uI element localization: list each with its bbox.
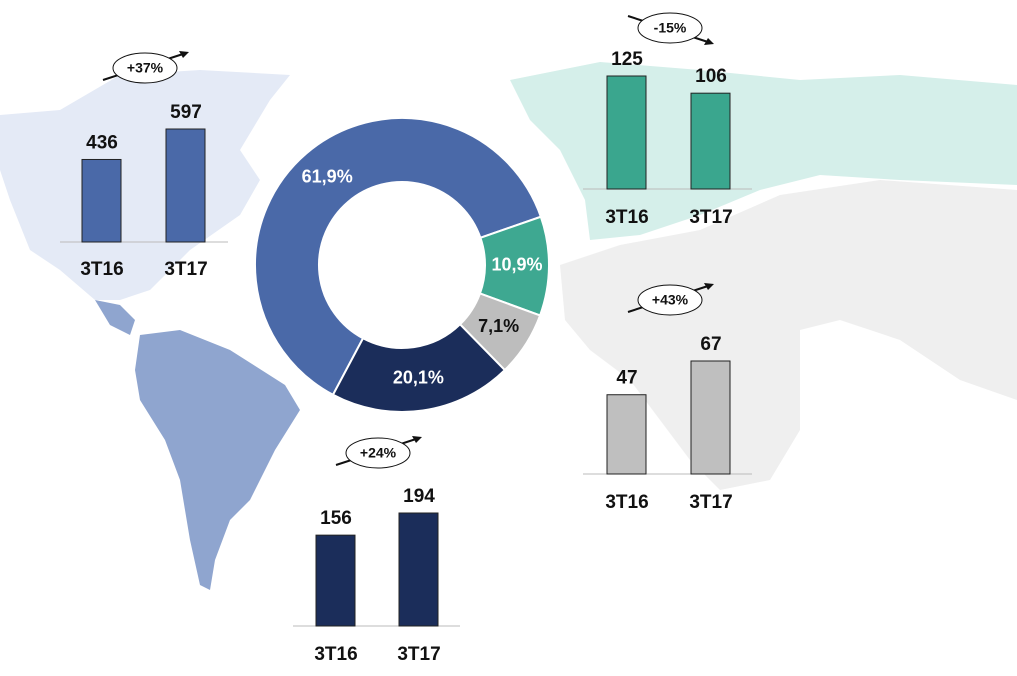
donut-label: 7,1% [478, 316, 519, 336]
x-tick-label: 3T17 [689, 492, 732, 513]
donut-label: 61,9% [302, 166, 353, 186]
annotation: -15% [654, 20, 687, 36]
bar [398, 512, 439, 627]
south-america [135, 330, 300, 590]
annotation: +43% [652, 292, 689, 308]
trend-arrow-head [704, 38, 714, 45]
bar [606, 394, 647, 475]
trend-arrow-head [179, 51, 189, 58]
bar-value-label: 597 [170, 102, 202, 123]
bar-value-label: 156 [320, 508, 352, 529]
x-tick-label: 3T16 [80, 259, 123, 280]
annotation-bubble [637, 284, 703, 316]
bar-value-label: 67 [700, 334, 721, 355]
x-tick-label: 3T17 [164, 259, 207, 280]
donut-label: 20,1% [393, 368, 444, 388]
africa-asia [560, 180, 1017, 490]
annotation: +24% [360, 445, 397, 461]
x-tick-label: 3T16 [605, 207, 648, 228]
north-america [0, 70, 290, 300]
x-tick-label: 3T16 [605, 492, 648, 513]
annotation: +37% [127, 60, 164, 76]
bar [606, 75, 647, 190]
bar-value-label: 125 [611, 49, 643, 70]
donut-segment [331, 322, 507, 413]
bar-value-label: 47 [616, 368, 637, 389]
bar [165, 128, 206, 243]
x-tick-label: 3T17 [397, 644, 440, 665]
bar-value-label: 106 [695, 66, 727, 87]
bar [690, 92, 731, 190]
central-america [95, 300, 135, 335]
trend-arrow-head [704, 283, 714, 290]
donut-label: 10,9% [491, 255, 542, 275]
bar-value-label: 436 [86, 132, 118, 153]
annotation-bubble [345, 437, 411, 469]
bar [690, 360, 731, 475]
bar-value-label: 194 [403, 486, 435, 507]
donut-segment [254, 117, 543, 397]
annotation-bubble [637, 12, 703, 44]
annotation-bubble [112, 52, 178, 84]
trend-arrow-head [412, 436, 422, 443]
x-tick-label: 3T16 [314, 644, 357, 665]
bar [81, 158, 122, 243]
x-tick-label: 3T17 [689, 207, 732, 228]
bar [315, 534, 356, 627]
